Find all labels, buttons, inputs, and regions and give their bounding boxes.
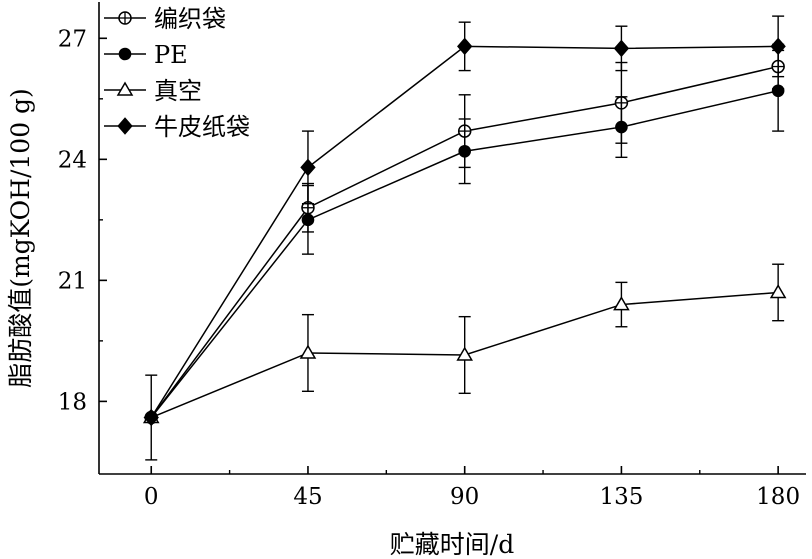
y-tick-label: 27 (58, 26, 87, 52)
data-point (615, 120, 628, 134)
series-4 (143, 15, 786, 427)
x-axis-title: 贮藏时间/d (390, 530, 514, 559)
legend-label: PE (154, 41, 188, 69)
y-axis-title: 脂肪酸值(mgKOH/100 g) (6, 88, 35, 388)
data-point (770, 37, 786, 56)
legend-item-3: 真空 (104, 77, 202, 105)
data-point (769, 283, 787, 299)
x-axis-ticks: 0 45 90 135 180 (144, 466, 800, 510)
data-point (613, 39, 630, 58)
legend-marker (118, 11, 132, 25)
x-tick-label: 180 (756, 484, 800, 510)
data-point (457, 37, 473, 56)
data-point (301, 213, 315, 227)
legend-label: 编织袋 (154, 5, 226, 33)
legend-marker (116, 81, 134, 96)
legend-marker (117, 117, 133, 135)
legend-item-1: 编织袋 (104, 5, 226, 33)
x-tick-label: 0 (144, 484, 159, 510)
chart-axes (98, 2, 806, 475)
y-axis-ticks: 18 21 24 27 (58, 26, 107, 415)
x-tick-label: 135 (599, 484, 643, 510)
data-point (299, 344, 317, 359)
series-layer (142, 15, 787, 461)
y-tick-label: 24 (58, 147, 87, 173)
y-tick-label: 21 (58, 268, 87, 294)
legend-label: 牛皮纸袋 (154, 113, 250, 141)
data-point (143, 408, 159, 427)
x-tick-label: 45 (293, 484, 322, 510)
x-tick-label: 90 (450, 484, 479, 510)
legend-marker (118, 47, 132, 61)
y-tick-label: 18 (58, 389, 87, 415)
series-3 (142, 263, 787, 424)
legend-item-2: PE (104, 41, 188, 69)
data-point (458, 144, 471, 158)
data-point (300, 158, 316, 177)
data-point (771, 84, 785, 98)
legend-label: 真空 (154, 77, 202, 105)
data-point (613, 296, 630, 311)
data-point (456, 346, 473, 361)
legend-item-4: 牛皮纸袋 (104, 113, 250, 141)
